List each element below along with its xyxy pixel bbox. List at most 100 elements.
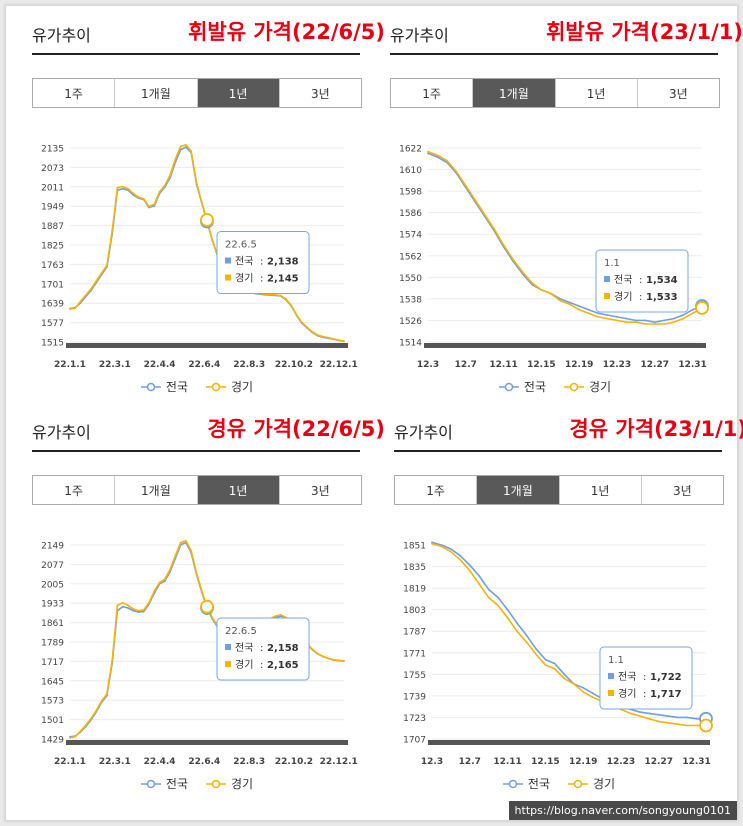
legend-item[interactable]: 경기	[206, 378, 253, 395]
legend-marker-icon	[140, 382, 161, 391]
x-tick-label: 22.1.1	[54, 757, 86, 767]
data-point	[531, 281, 533, 284]
data-point	[531, 283, 533, 286]
data-point	[153, 203, 156, 206]
data-point	[185, 143, 187, 146]
tab-1week[interactable]: 1주	[33, 476, 116, 504]
tab-3year[interactable]: 3년	[637, 79, 719, 107]
data-point	[137, 196, 140, 199]
data-point	[116, 604, 119, 607]
section-label: 유가추이	[32, 26, 91, 45]
data-point	[142, 610, 145, 613]
legend-item[interactable]: 경기	[206, 775, 253, 792]
tooltip-box	[595, 249, 689, 313]
data-point	[111, 659, 114, 662]
tab-1year[interactable]: 1년	[197, 476, 280, 504]
legend-item[interactable]: 경기	[564, 378, 611, 395]
tooltip-swatch	[225, 661, 231, 668]
legend-item[interactable]: 전국	[498, 378, 546, 395]
data-point	[634, 321, 637, 324]
legend-item[interactable]: 전국	[140, 378, 188, 395]
tooltip: 22.6.5 전국:2,138 경기:2,145	[216, 231, 310, 295]
x-tick-label: 12.23	[607, 757, 635, 767]
data-point	[274, 615, 277, 618]
data-point	[322, 335, 324, 338]
data-point	[653, 321, 656, 324]
data-point	[285, 298, 287, 301]
tab-1year[interactable]: 1년	[559, 476, 642, 504]
chart-panel-1: 유가추이 휘발유 가격(22/6/5) 1주 1개월 1년 3년 1515 1577 1639 1…	[32, 6, 387, 401]
data-point	[535, 647, 537, 650]
tab-3year[interactable]: 3년	[641, 476, 723, 504]
series-line-national	[431, 541, 706, 720]
data-point	[644, 319, 647, 322]
data-point	[686, 724, 689, 727]
data-point	[436, 154, 439, 157]
tooltip-box	[599, 646, 693, 710]
y-tick-label: 1573	[41, 697, 64, 707]
data-point	[578, 305, 581, 307]
tab-3year[interactable]: 3년	[279, 476, 361, 504]
y-tick-label: 1819	[403, 585, 426, 595]
data-point	[163, 578, 166, 581]
series-line-national	[427, 152, 703, 323]
data-point	[95, 280, 98, 282]
tab-1week[interactable]: 1주	[391, 79, 474, 107]
x-tick-label: 22.10.2	[275, 360, 313, 370]
data-point	[431, 542, 433, 545]
data-point	[332, 658, 335, 661]
legend-item[interactable]: 전국	[140, 775, 188, 792]
legend-item[interactable]: 전국	[502, 775, 550, 792]
section-label: 유가추이	[394, 423, 453, 442]
y-tick-label: 1803	[403, 606, 426, 616]
data-point	[195, 571, 198, 574]
tab-1year[interactable]: 1년	[555, 79, 638, 107]
data-point	[211, 616, 214, 619]
tab-1month[interactable]: 1개월	[115, 79, 198, 107]
data-point	[657, 720, 660, 723]
tooltip-colon: :	[643, 672, 646, 683]
data-point	[74, 307, 77, 310]
tab-1year[interactable]: 1년	[197, 79, 280, 107]
data-point	[337, 659, 340, 662]
tooltip-box	[216, 231, 310, 295]
data-point	[553, 662, 556, 665]
tab-1week[interactable]: 1주	[33, 79, 116, 107]
tab-1month[interactable]: 1개월	[473, 79, 556, 107]
legend-label: 경기	[231, 777, 254, 791]
data-point	[597, 315, 599, 318]
data-point	[79, 730, 82, 733]
tab-1month[interactable]: 1개월	[115, 476, 198, 504]
data-point	[540, 289, 543, 291]
y-tick-label: 1933	[41, 600, 64, 610]
period-tabs: 1주 1개월 1년 3년	[394, 475, 724, 505]
tab-1week[interactable]: 1주	[395, 476, 478, 504]
tab-3year[interactable]: 3년	[279, 79, 361, 107]
y-tick-label: 1526	[399, 317, 422, 327]
data-point	[563, 677, 566, 680]
data-point	[449, 548, 452, 550]
tooltip-colon: :	[260, 274, 263, 285]
data-point	[211, 238, 214, 241]
data-point	[111, 230, 114, 232]
data-point	[544, 658, 547, 661]
data-point	[568, 303, 571, 306]
y-tick-label: 1887	[41, 222, 64, 232]
highlight-marker	[200, 213, 214, 227]
tab-1month[interactable]: 1개월	[477, 476, 560, 504]
x-tick-label: 22.6.4	[188, 757, 220, 767]
x-tick-label: 12.31	[682, 757, 710, 767]
legend-label: 경기	[593, 777, 616, 791]
data-point	[74, 735, 77, 738]
data-point	[90, 287, 92, 290]
data-point	[440, 545, 443, 548]
data-point	[625, 321, 628, 324]
legend-item[interactable]: 경기	[568, 775, 615, 792]
data-point	[682, 314, 685, 316]
data-point	[163, 184, 166, 187]
y-tick-label: 1586	[399, 209, 422, 219]
y-tick-label: 1562	[399, 252, 422, 262]
section-label: 유가추이	[32, 423, 91, 442]
period-tabs: 1주 1개월 1년 3년	[32, 475, 362, 505]
data-point	[169, 568, 172, 571]
